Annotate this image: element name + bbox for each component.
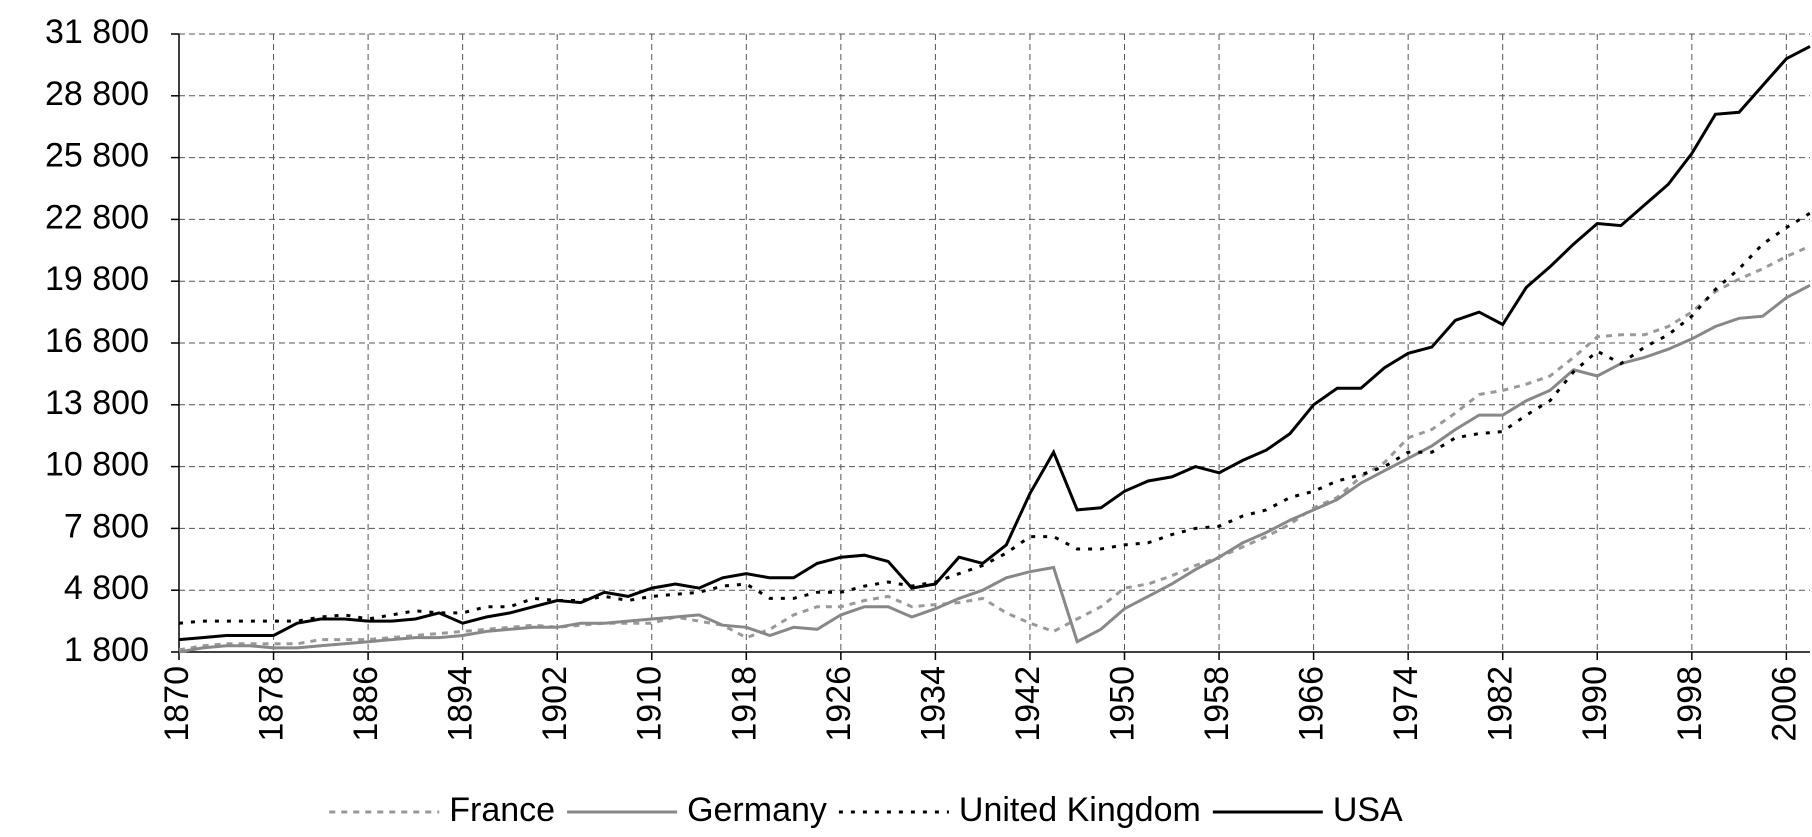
series-line bbox=[178, 45, 1811, 642]
legend-label: USA bbox=[1333, 791, 1403, 829]
y-tick-label: 13 800 bbox=[45, 384, 149, 422]
x-tick-label: 1934 bbox=[914, 666, 952, 742]
series-line bbox=[178, 211, 1811, 625]
y-tick-label: 1 800 bbox=[64, 631, 149, 669]
y-tick-label: 16 800 bbox=[45, 322, 149, 360]
legend-label: Germany bbox=[687, 791, 827, 829]
x-tick-label: 1918 bbox=[725, 666, 763, 742]
x-tick-label: 1998 bbox=[1671, 666, 1709, 742]
y-tick-label: 10 800 bbox=[45, 446, 149, 484]
x-tick-label: 1870 bbox=[158, 666, 196, 742]
y-tick-label: 19 800 bbox=[45, 260, 149, 298]
x-tick-label: 1990 bbox=[1576, 666, 1614, 742]
series-line bbox=[178, 283, 1811, 654]
x-tick-label: 1878 bbox=[253, 666, 291, 742]
y-tick-label: 22 800 bbox=[45, 198, 149, 236]
y-tick-label: 25 800 bbox=[45, 137, 149, 175]
x-tick-label: 1966 bbox=[1293, 666, 1331, 742]
x-tick-label: 1926 bbox=[820, 666, 858, 742]
x-tick-label: 1894 bbox=[442, 666, 480, 742]
y-tick-label: 4 800 bbox=[64, 569, 149, 607]
legend-label: France bbox=[449, 791, 555, 829]
x-tick-label: 1982 bbox=[1482, 666, 1520, 742]
series-line bbox=[178, 244, 1811, 652]
x-tick-label: 1942 bbox=[1009, 666, 1047, 742]
x-tick-label: 1950 bbox=[1103, 666, 1141, 742]
y-tick-label: 28 800 bbox=[45, 75, 149, 113]
x-tick-label: 1910 bbox=[631, 666, 669, 742]
x-tick-label: 1974 bbox=[1387, 666, 1425, 742]
y-tick-label: 7 800 bbox=[64, 507, 149, 545]
legend-label: United Kingdom bbox=[959, 791, 1201, 829]
x-tick-label: 1958 bbox=[1198, 666, 1236, 742]
x-tick-label: 1886 bbox=[347, 666, 385, 742]
x-tick-label: 2006 bbox=[1765, 666, 1803, 742]
y-tick-label: 31 800 bbox=[45, 13, 149, 51]
x-tick-label: 1902 bbox=[536, 666, 574, 742]
